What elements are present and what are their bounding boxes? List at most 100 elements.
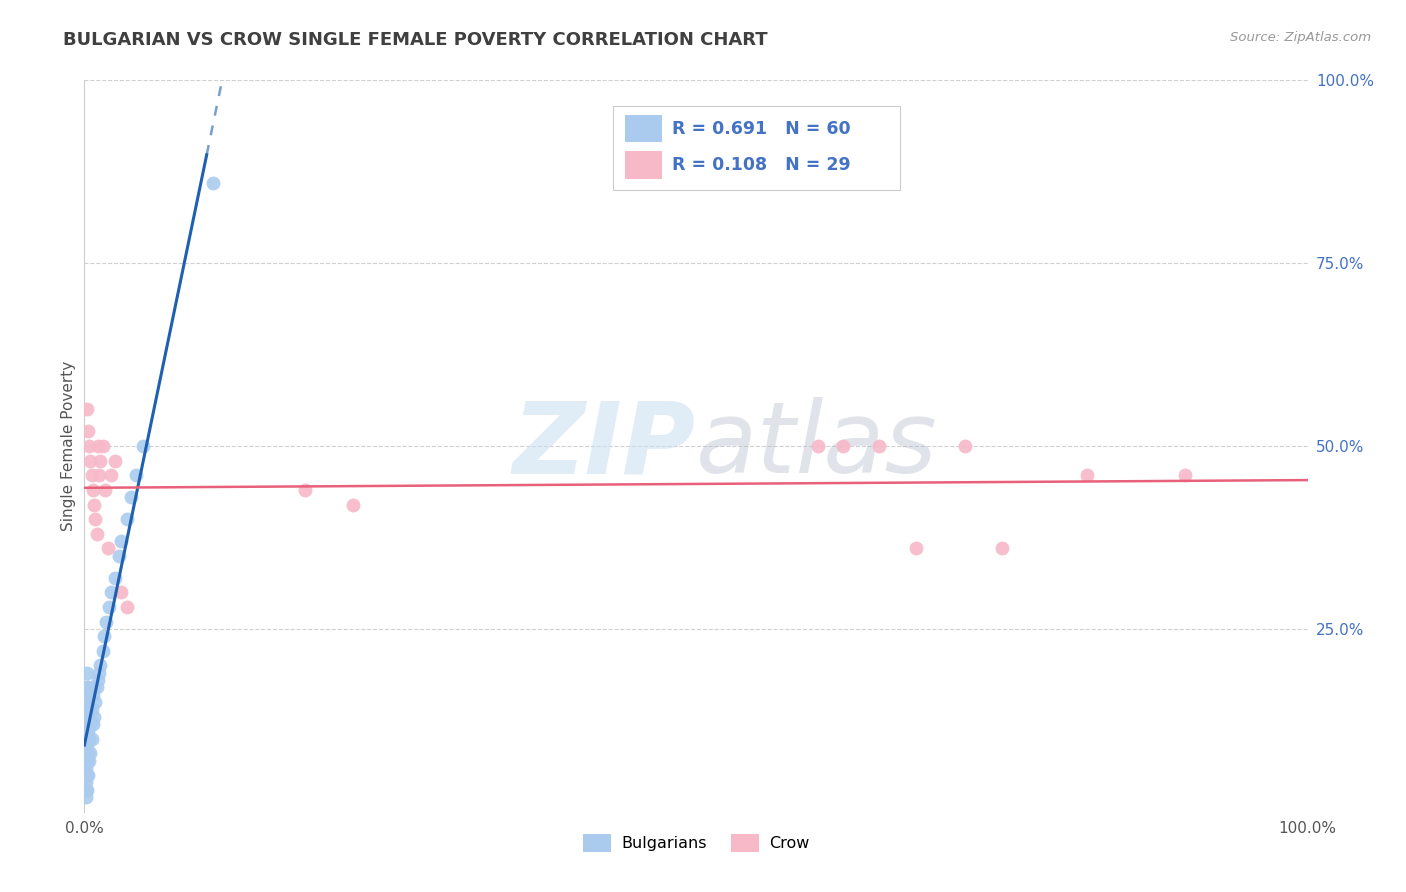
Point xyxy=(75,717,97,731)
Point xyxy=(89,658,111,673)
Point xyxy=(1076,468,1098,483)
Point xyxy=(91,439,114,453)
Point xyxy=(76,754,98,768)
Point xyxy=(77,425,100,439)
Point xyxy=(75,790,97,805)
Point xyxy=(953,439,976,453)
Point xyxy=(100,468,122,483)
Text: ZIP: ZIP xyxy=(513,398,696,494)
Point xyxy=(115,512,138,526)
Point xyxy=(79,717,101,731)
Bar xyxy=(626,115,662,143)
Point xyxy=(75,724,97,739)
Point xyxy=(905,541,928,556)
Point xyxy=(75,782,97,797)
Point xyxy=(87,665,110,680)
Point xyxy=(87,439,110,453)
Point xyxy=(831,439,853,453)
Point xyxy=(80,731,103,746)
Point xyxy=(97,541,120,556)
Point xyxy=(294,483,316,497)
Legend: Bulgarians, Crow: Bulgarians, Crow xyxy=(576,828,815,859)
Point xyxy=(75,754,97,768)
Point xyxy=(75,688,97,702)
Point xyxy=(104,453,127,467)
Point xyxy=(75,746,97,760)
Point xyxy=(75,709,97,723)
Point xyxy=(75,695,97,709)
Point xyxy=(79,453,101,467)
Text: BULGARIAN VS CROW SINGLE FEMALE POVERTY CORRELATION CHART: BULGARIAN VS CROW SINGLE FEMALE POVERTY … xyxy=(63,31,768,49)
Point xyxy=(807,439,830,453)
Point xyxy=(86,681,108,695)
Point xyxy=(82,483,104,497)
Point xyxy=(77,681,100,695)
Point xyxy=(97,599,120,614)
Point xyxy=(991,541,1014,556)
Point xyxy=(75,681,97,695)
Bar xyxy=(626,152,662,179)
Point xyxy=(110,534,132,549)
Point xyxy=(84,512,107,526)
Point xyxy=(84,695,107,709)
Point xyxy=(77,754,100,768)
Point xyxy=(87,673,110,687)
Point xyxy=(104,571,127,585)
Point xyxy=(110,585,132,599)
Point xyxy=(76,724,98,739)
Point xyxy=(75,739,97,753)
Point xyxy=(77,702,100,716)
Point xyxy=(125,468,148,483)
Point xyxy=(76,665,98,680)
Point xyxy=(77,702,100,716)
Y-axis label: Single Female Poverty: Single Female Poverty xyxy=(60,361,76,531)
Point xyxy=(91,644,114,658)
Point xyxy=(115,599,138,614)
Point xyxy=(132,439,155,453)
Text: R = 0.108   N = 29: R = 0.108 N = 29 xyxy=(672,156,851,174)
Point xyxy=(86,526,108,541)
Text: Source: ZipAtlas.com: Source: ZipAtlas.com xyxy=(1230,31,1371,45)
Point xyxy=(75,761,97,775)
Text: R = 0.691   N = 60: R = 0.691 N = 60 xyxy=(672,120,851,137)
Point xyxy=(107,549,129,563)
Point xyxy=(83,681,105,695)
Point xyxy=(76,681,98,695)
Point xyxy=(80,702,103,716)
FancyBboxPatch shape xyxy=(613,106,900,190)
Point xyxy=(201,176,224,190)
Point xyxy=(75,731,97,746)
Point xyxy=(75,702,97,716)
Point xyxy=(1174,468,1197,483)
Point xyxy=(79,746,101,760)
Point xyxy=(83,498,105,512)
Point xyxy=(79,688,101,702)
Point xyxy=(77,724,100,739)
Point xyxy=(75,768,97,782)
Point xyxy=(96,615,118,629)
Point xyxy=(89,453,111,467)
Point xyxy=(93,629,115,643)
Point xyxy=(83,709,105,723)
Point xyxy=(82,688,104,702)
Point xyxy=(76,739,98,753)
Point xyxy=(76,709,98,723)
Point xyxy=(77,746,100,760)
Text: atlas: atlas xyxy=(696,398,938,494)
Point xyxy=(76,768,98,782)
Point xyxy=(76,402,98,417)
Point xyxy=(82,717,104,731)
Point xyxy=(100,585,122,599)
Point xyxy=(869,439,891,453)
Point xyxy=(120,490,142,504)
Point xyxy=(94,483,117,497)
Point xyxy=(75,775,97,789)
Point xyxy=(80,468,103,483)
Point xyxy=(76,782,98,797)
Point xyxy=(342,498,364,512)
Point xyxy=(77,731,100,746)
Point xyxy=(76,695,98,709)
Point xyxy=(77,439,100,453)
Point xyxy=(77,768,100,782)
Point xyxy=(87,468,110,483)
